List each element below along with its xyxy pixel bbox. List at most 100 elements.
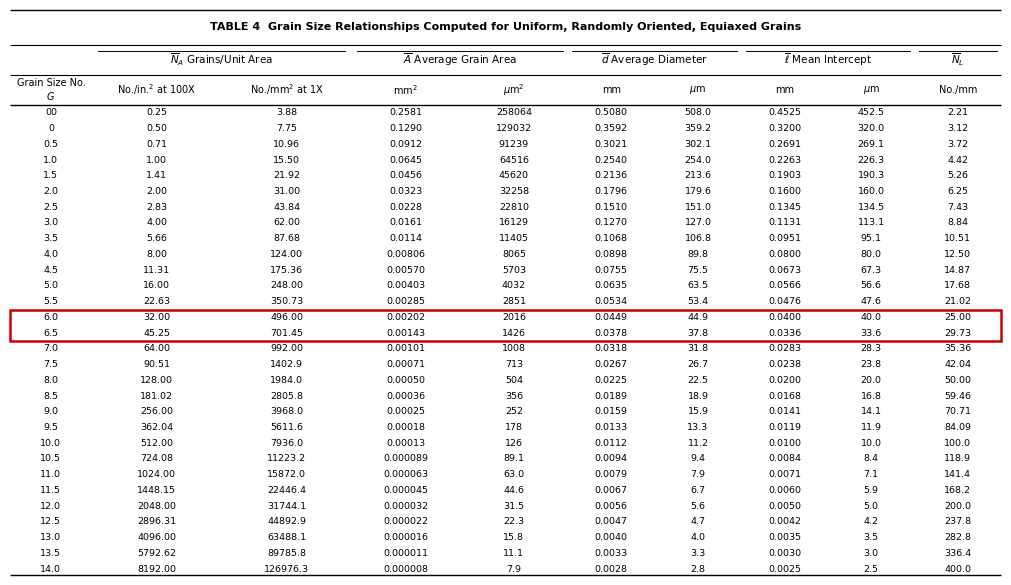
Text: 22810: 22810 [498,203,529,212]
Text: 362.04: 362.04 [141,423,173,432]
Text: 350.73: 350.73 [270,297,303,306]
Text: 0.1600: 0.1600 [768,187,801,196]
Text: 336.4: 336.4 [944,549,972,558]
Text: 0.0030: 0.0030 [768,549,801,558]
Text: 64516: 64516 [498,156,529,164]
Text: 0.1270: 0.1270 [594,219,628,228]
Text: 0.0238: 0.0238 [768,360,801,369]
Text: 0.00013: 0.00013 [386,439,426,448]
Text: 5.26: 5.26 [947,171,969,180]
Text: 7.5: 7.5 [43,360,59,369]
Text: 0.0476: 0.0476 [768,297,801,306]
Bar [10,309,1001,341]
Text: 45620: 45620 [498,171,529,180]
Text: 0.5: 0.5 [43,140,59,149]
Text: 5.0: 5.0 [43,281,59,290]
Text: 0.0100: 0.0100 [768,439,801,448]
Text: 6.5: 6.5 [43,329,59,338]
Text: 0.000016: 0.000016 [383,533,429,542]
Text: 10.0: 10.0 [40,439,62,448]
Text: $\overline{N}_L$: $\overline{N}_L$ [951,52,964,68]
Text: 0.00036: 0.00036 [386,391,426,401]
Text: 126: 126 [504,439,523,448]
Text: 269.1: 269.1 [857,140,885,149]
Text: 0.0133: 0.0133 [594,423,628,432]
Text: 5.66: 5.66 [147,234,167,243]
Text: 2851: 2851 [501,297,526,306]
Text: 1.5: 1.5 [43,171,59,180]
Text: 44.6: 44.6 [503,486,525,495]
Text: 56.6: 56.6 [860,281,882,290]
Text: 6.0: 6.0 [43,313,59,322]
Text: 9.4: 9.4 [691,455,706,463]
Text: 26.7: 26.7 [687,360,709,369]
Text: 5.5: 5.5 [43,297,59,306]
Text: 9.5: 9.5 [43,423,59,432]
Text: 89.1: 89.1 [503,455,525,463]
Text: 0.000063: 0.000063 [383,470,429,479]
Text: 17.68: 17.68 [944,281,972,290]
Text: 0.3592: 0.3592 [594,124,628,133]
Text: 504: 504 [504,376,523,385]
Text: 256.00: 256.00 [141,407,173,417]
Text: 134.5: 134.5 [857,203,885,212]
Text: 33.6: 33.6 [860,329,882,338]
Text: 5611.6: 5611.6 [270,423,303,432]
Text: 0.0071: 0.0071 [768,470,801,479]
Text: 11.2: 11.2 [687,439,709,448]
Text: 14.87: 14.87 [944,266,972,275]
Text: 0.000022: 0.000022 [383,518,429,526]
Text: 0.2263: 0.2263 [768,156,801,164]
Text: $\mu$m$^2$: $\mu$m$^2$ [503,82,525,98]
Text: 0.71: 0.71 [147,140,167,149]
Text: 0.0378: 0.0378 [594,329,628,338]
Text: 0.0635: 0.0635 [594,281,628,290]
Text: 32.00: 32.00 [144,313,170,322]
Text: 3968.0: 3968.0 [270,407,303,417]
Text: 11405: 11405 [498,234,529,243]
Text: 1402.9: 1402.9 [270,360,303,369]
Text: 4032: 4032 [501,281,526,290]
Text: $\overline{N}_A$ Grains/Unit Area: $\overline{N}_A$ Grains/Unit Area [170,52,273,68]
Text: 0.2691: 0.2691 [768,140,801,149]
Text: 452.5: 452.5 [857,108,885,118]
Text: 118.9: 118.9 [944,455,972,463]
Text: 179.6: 179.6 [684,187,712,196]
Text: 0.00018: 0.00018 [386,423,426,432]
Text: 10.96: 10.96 [273,140,300,149]
Text: 126976.3: 126976.3 [264,565,309,574]
Text: 0.1796: 0.1796 [594,187,628,196]
Text: 0.0566: 0.0566 [768,281,801,290]
Text: 0.0225: 0.0225 [594,376,628,385]
Text: 31.8: 31.8 [687,345,709,353]
Text: 11.9: 11.9 [860,423,882,432]
Text: 37.8: 37.8 [687,329,709,338]
Text: 127.0: 127.0 [684,219,712,228]
Text: 16.8: 16.8 [860,391,882,401]
Text: 400.0: 400.0 [944,565,972,574]
Text: 181.02: 181.02 [141,391,173,401]
Text: 4.0: 4.0 [43,250,59,259]
Text: 53.4: 53.4 [687,297,709,306]
Text: 16.00: 16.00 [144,281,170,290]
Text: 0.0912: 0.0912 [389,140,423,149]
Text: mm: mm [775,85,794,95]
Text: 0.2581: 0.2581 [389,108,423,118]
Text: 0.0755: 0.0755 [594,266,628,275]
Text: 12.5: 12.5 [40,518,62,526]
Text: 5.9: 5.9 [863,486,879,495]
Text: 124.00: 124.00 [270,250,303,259]
Text: 0.2540: 0.2540 [594,156,628,164]
Text: 11.1: 11.1 [503,549,525,558]
Text: 80.0: 80.0 [860,250,882,259]
Text: 15.50: 15.50 [273,156,300,164]
Text: 0.000045: 0.000045 [383,486,429,495]
Text: 11.31: 11.31 [144,266,170,275]
Text: 0.0084: 0.0084 [768,455,801,463]
Text: 31.00: 31.00 [273,187,300,196]
Text: 1.0: 1.0 [43,156,59,164]
Text: 0.0025: 0.0025 [768,565,801,574]
Text: 0.00285: 0.00285 [386,297,426,306]
Text: 0.0400: 0.0400 [768,313,801,322]
Text: 0.1290: 0.1290 [389,124,423,133]
